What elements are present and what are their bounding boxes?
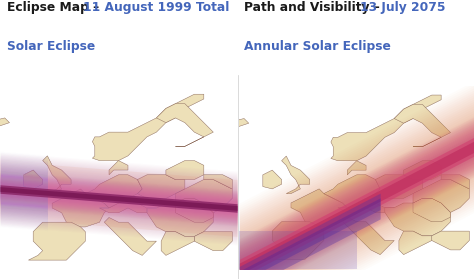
Polygon shape: [343, 217, 394, 255]
Polygon shape: [331, 95, 441, 161]
Polygon shape: [175, 198, 213, 222]
Polygon shape: [166, 161, 204, 179]
Polygon shape: [441, 175, 469, 189]
Text: 11 August 1999 Total: 11 August 1999 Total: [83, 1, 229, 15]
Polygon shape: [399, 231, 432, 255]
Polygon shape: [291, 189, 347, 227]
Polygon shape: [161, 232, 194, 255]
Text: 13 July 2075: 13 July 2075: [360, 1, 446, 15]
Polygon shape: [43, 156, 71, 194]
Polygon shape: [413, 198, 450, 222]
Polygon shape: [403, 161, 441, 179]
Polygon shape: [175, 179, 232, 213]
Text: Path and Visibility –: Path and Visibility –: [244, 1, 384, 15]
Polygon shape: [324, 175, 380, 208]
Polygon shape: [263, 170, 282, 189]
Text: Annular Solar Eclipse: Annular Solar Eclipse: [244, 40, 391, 53]
Polygon shape: [338, 198, 394, 212]
Polygon shape: [100, 198, 156, 213]
Polygon shape: [0, 118, 9, 132]
Polygon shape: [24, 170, 43, 189]
Polygon shape: [194, 232, 232, 251]
Polygon shape: [432, 231, 469, 250]
Polygon shape: [104, 217, 156, 255]
Polygon shape: [92, 94, 204, 161]
Polygon shape: [282, 156, 310, 194]
Polygon shape: [413, 179, 469, 212]
Text: Eclipse Map –: Eclipse Map –: [7, 1, 103, 15]
Polygon shape: [197, 119, 249, 133]
Polygon shape: [204, 175, 232, 189]
Polygon shape: [85, 175, 142, 208]
Polygon shape: [385, 198, 450, 236]
Polygon shape: [147, 198, 213, 236]
Polygon shape: [394, 104, 450, 147]
Polygon shape: [347, 161, 366, 175]
Polygon shape: [137, 175, 185, 198]
Polygon shape: [156, 104, 213, 146]
Text: Solar Eclipse: Solar Eclipse: [7, 40, 95, 53]
Polygon shape: [375, 175, 422, 198]
Polygon shape: [109, 161, 128, 175]
Polygon shape: [52, 189, 109, 227]
Polygon shape: [267, 222, 324, 259]
Polygon shape: [28, 222, 85, 260]
